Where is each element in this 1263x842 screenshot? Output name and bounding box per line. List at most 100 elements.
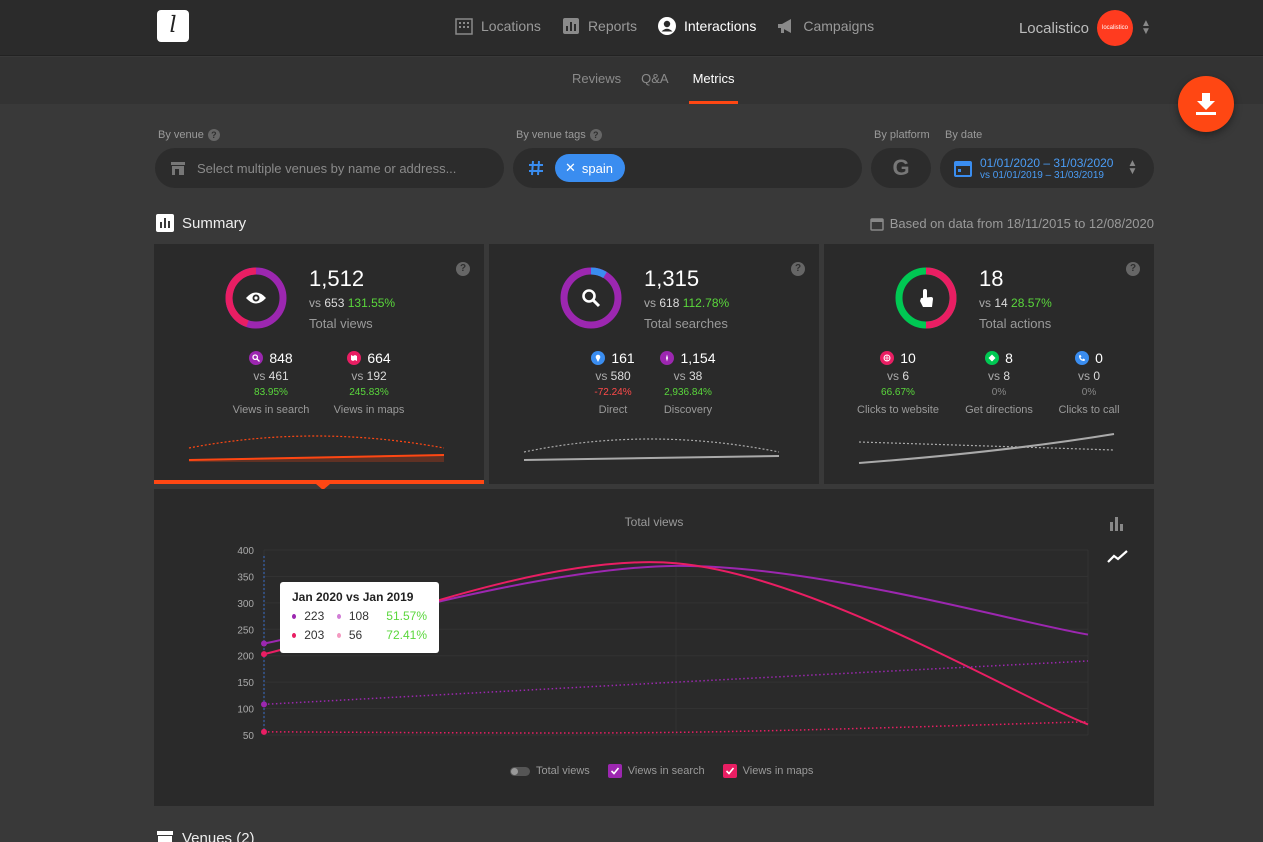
main-nav: Locations Reports Interactions Campaigns — [454, 16, 874, 36]
searches-donut — [560, 267, 622, 329]
help-icon[interactable]: ? — [456, 262, 470, 276]
pin-icon — [591, 351, 606, 365]
card-caption: Total searches — [644, 316, 728, 331]
bar-chart-icon — [156, 214, 174, 232]
venue-filter-label: By venue ? — [158, 129, 220, 141]
building-icon — [455, 18, 473, 35]
card-total-searches[interactable]: ? 1,315 vs 618 112.78% Total searches 16… — [489, 244, 819, 484]
views-sparkline — [188, 435, 445, 462]
tooltip-row: 203 56 72.41% — [292, 628, 427, 642]
y-tick-label: 400 — [237, 546, 254, 557]
tags-filter[interactable]: ✕ spain — [513, 148, 862, 188]
search-icon — [249, 351, 264, 365]
data-point — [261, 701, 267, 708]
account-switcher[interactable]: Localistico localistico ▲ ▼ — [1019, 10, 1151, 46]
y-tick-label: 300 — [237, 599, 254, 610]
checkbox-checked-icon[interactable] — [607, 764, 622, 778]
venues-title: Venues (2) — [182, 829, 255, 842]
search-icon — [575, 282, 607, 314]
top-bar: l Locations Reports Interactions Campaig… — [0, 0, 1263, 56]
series-line — [263, 660, 1089, 706]
chart-legend: Total views Views in search Views in map… — [510, 764, 813, 778]
help-icon[interactable]: ? — [207, 129, 220, 141]
calendar-icon — [869, 217, 884, 231]
y-tick-label: 50 — [243, 731, 255, 742]
venue-filter[interactable] — [155, 148, 504, 188]
y-tick-label: 150 — [237, 678, 254, 689]
tags-filter-label: By venue tags ? — [516, 129, 602, 141]
card-total-actions[interactable]: ? 18 vs 14 28.57% Total actions 10 vs 6 … — [824, 244, 1154, 484]
venue-search-input[interactable] — [197, 160, 487, 176]
map-icon — [347, 351, 362, 365]
globe-icon — [880, 351, 895, 365]
tag-chip[interactable]: ✕ spain — [555, 154, 625, 182]
nav-reports[interactable]: Reports — [561, 16, 637, 36]
phone-icon — [1075, 351, 1090, 365]
checkbox-checked-icon[interactable] — [722, 764, 737, 778]
nav-locations[interactable]: Locations — [454, 16, 541, 36]
tab-metrics[interactable]: Metrics — [688, 57, 739, 104]
chart-tooltip: Jan 2020 vs Jan 2019 223 108 51.57% 203 … — [280, 582, 439, 653]
avatar[interactable]: localistico — [1097, 10, 1133, 46]
sub-metric: 848 vs 461 83.95% Views in search — [232, 350, 310, 416]
chevron-updown-icon[interactable]: ▲ ▼ — [1127, 158, 1138, 177]
views-line-chart[interactable]: 400 350 300 250 200 150 100 50 — [154, 489, 1154, 806]
active-card-caret — [316, 484, 330, 490]
nav-label: Campaigns — [803, 18, 875, 34]
date-range: 01/01/2020 – 31/03/2020 — [980, 155, 1114, 170]
y-tick-label: 250 — [237, 625, 254, 636]
y-tick-label: 200 — [237, 652, 254, 663]
nav-interactions[interactable]: Interactions — [657, 16, 756, 36]
google-icon: G — [892, 155, 910, 180]
eye-icon — [240, 282, 272, 314]
legend-views-maps[interactable]: Views in maps — [722, 764, 813, 778]
views-donut — [225, 267, 287, 329]
tags-label-text: By venue tags — [516, 129, 586, 141]
tooltip-title: Jan 2020 vs Jan 2019 — [292, 590, 414, 604]
help-icon[interactable]: ? — [1126, 262, 1140, 276]
summary-heading: Summary — [156, 214, 246, 232]
y-tick-label: 100 — [237, 705, 254, 716]
app-logo[interactable]: l — [157, 10, 189, 42]
card-total-views[interactable]: ? 1,512 vs 653 131.55% Total views 848 v… — [154, 244, 484, 484]
nav-label: Reports — [587, 18, 637, 34]
series-line — [263, 721, 1089, 734]
chart-title: Total views — [624, 515, 684, 529]
close-icon[interactable]: ✕ — [565, 160, 576, 175]
tap-icon — [910, 282, 942, 314]
date-filter[interactable]: 01/01/2020 – 31/03/2020 vs 01/01/2019 – … — [940, 148, 1154, 188]
download-icon — [1196, 93, 1216, 115]
nav-campaigns[interactable]: Campaigns — [776, 16, 874, 36]
line-chart-toggle-icon[interactable] — [1106, 547, 1130, 565]
total-value: 18 — [979, 266, 1004, 291]
data-point — [261, 640, 267, 647]
sub-nav: Reviews Q&A Metrics — [0, 57, 1263, 104]
tab-qa[interactable]: Q&A — [641, 71, 669, 86]
data-point — [261, 651, 267, 658]
sub-metric: 0 vs 0 0% Clicks to call — [1058, 350, 1120, 416]
sub-metric: 8 vs 8 0% Get directions — [965, 350, 1033, 416]
legend-views-search[interactable]: Views in search — [607, 764, 705, 778]
hashtag-icon — [529, 160, 543, 176]
download-button[interactable] — [1178, 76, 1234, 132]
venue-label-text: By venue — [158, 129, 204, 141]
toggle-switch[interactable] — [510, 766, 530, 776]
total-value: 1,315 — [644, 266, 700, 291]
bar-chart-icon — [562, 18, 579, 34]
actions-donut — [895, 267, 957, 329]
legend-total-views[interactable]: Total views — [510, 764, 590, 778]
platform-filter[interactable]: G — [871, 148, 931, 188]
directions-icon — [985, 351, 1000, 365]
actions-sparkline — [858, 433, 1115, 464]
card-caption: Total actions — [979, 316, 1052, 331]
searches-sparkline — [523, 438, 780, 461]
bar-chart-toggle-icon[interactable] — [1108, 515, 1126, 533]
help-icon[interactable]: ? — [589, 129, 602, 141]
summary-title: Summary — [182, 214, 247, 232]
nav-label: Interactions — [683, 18, 757, 34]
tab-reviews[interactable]: Reviews — [572, 71, 622, 86]
help-icon[interactable]: ? — [791, 262, 805, 276]
chevron-updown-icon[interactable]: ▲ ▼ — [1141, 18, 1151, 37]
store-icon — [157, 831, 173, 842]
tooltip-row: 223 108 51.57% — [292, 609, 427, 623]
